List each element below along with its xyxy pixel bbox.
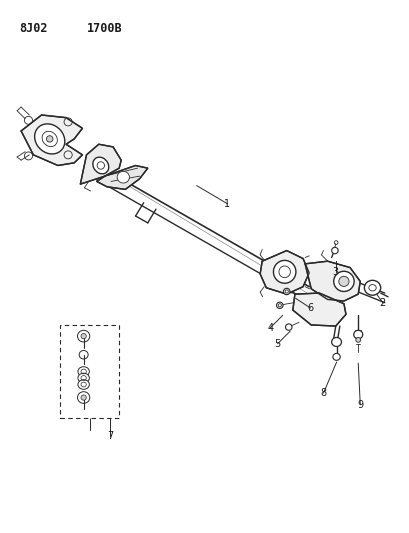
Ellipse shape xyxy=(78,379,89,389)
Text: 5: 5 xyxy=(274,338,280,349)
Text: 4: 4 xyxy=(267,322,273,333)
Ellipse shape xyxy=(77,392,90,403)
Text: 8J02: 8J02 xyxy=(19,22,47,35)
Ellipse shape xyxy=(77,330,90,342)
Text: 9: 9 xyxy=(356,400,362,410)
Ellipse shape xyxy=(117,171,129,183)
Ellipse shape xyxy=(92,157,108,174)
Ellipse shape xyxy=(46,136,53,142)
Text: 1700B: 1700B xyxy=(86,22,122,35)
Ellipse shape xyxy=(331,337,341,346)
Text: 1: 1 xyxy=(224,199,230,209)
Text: 8: 8 xyxy=(320,388,326,398)
Ellipse shape xyxy=(273,261,295,283)
Ellipse shape xyxy=(338,276,348,286)
Polygon shape xyxy=(21,115,82,165)
Ellipse shape xyxy=(78,373,89,383)
Ellipse shape xyxy=(42,131,57,147)
Ellipse shape xyxy=(332,353,339,360)
Text: 7: 7 xyxy=(107,431,113,441)
Ellipse shape xyxy=(81,395,86,400)
Ellipse shape xyxy=(353,330,362,339)
Polygon shape xyxy=(97,165,147,189)
Text: 2: 2 xyxy=(379,297,385,308)
Bar xyxy=(60,325,119,418)
Ellipse shape xyxy=(79,351,88,359)
Ellipse shape xyxy=(283,288,289,295)
Ellipse shape xyxy=(364,280,380,295)
Ellipse shape xyxy=(78,367,89,376)
Ellipse shape xyxy=(81,334,86,339)
Ellipse shape xyxy=(285,324,291,330)
Ellipse shape xyxy=(34,124,65,154)
Polygon shape xyxy=(260,251,308,294)
Ellipse shape xyxy=(276,302,282,309)
Text: 3: 3 xyxy=(332,267,338,277)
Polygon shape xyxy=(80,144,121,184)
Ellipse shape xyxy=(355,337,360,342)
Text: 6: 6 xyxy=(307,303,313,313)
Ellipse shape xyxy=(331,247,337,254)
Polygon shape xyxy=(292,293,345,326)
Ellipse shape xyxy=(333,271,353,292)
Polygon shape xyxy=(304,261,360,301)
